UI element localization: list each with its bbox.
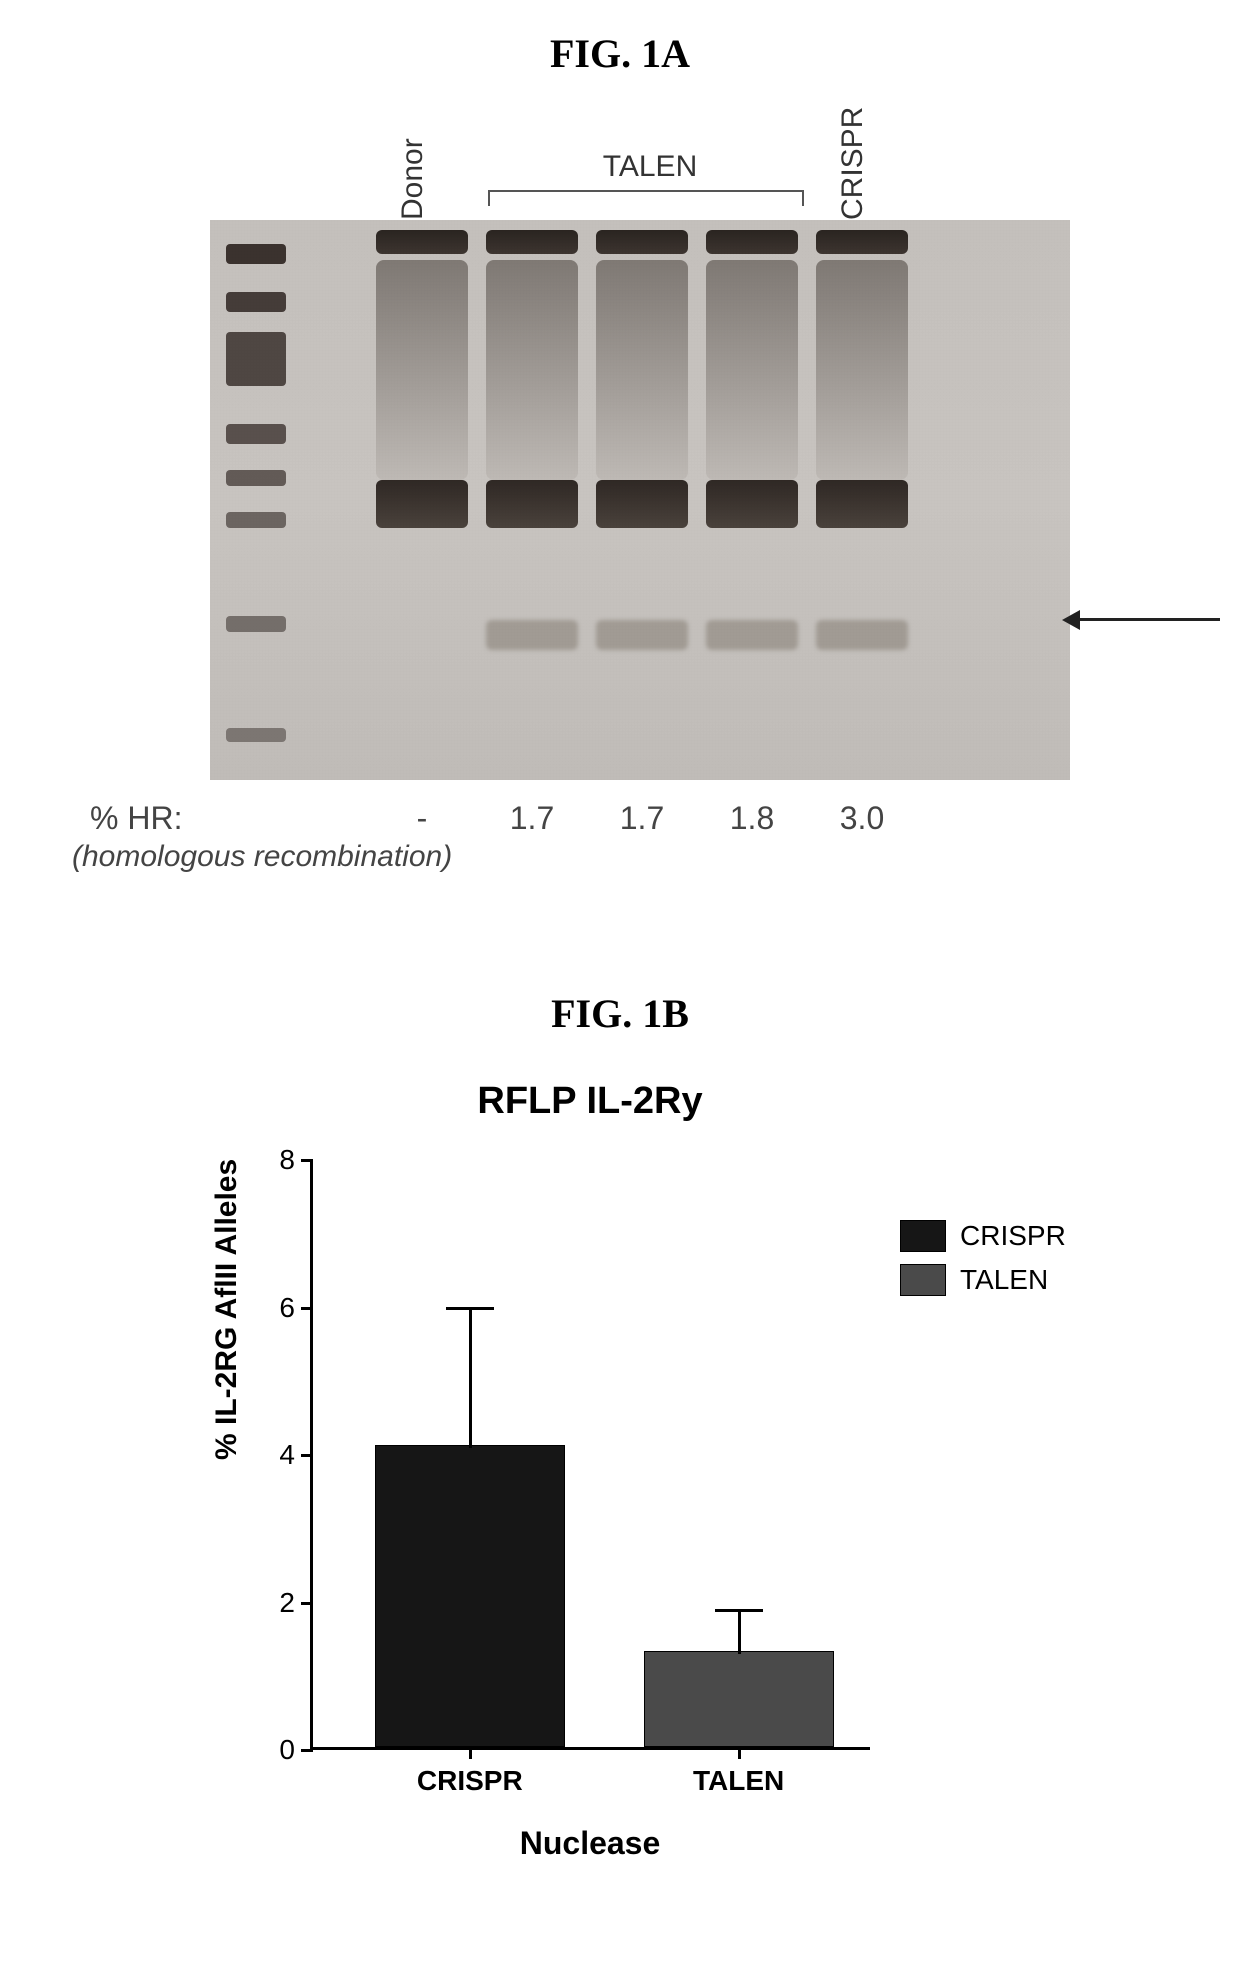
talen-bracket bbox=[488, 190, 804, 206]
gel-faint-band bbox=[816, 620, 908, 650]
figure-1b: RFLP IL-2Ry % IL-2RG AflII Alleles 02468… bbox=[160, 1060, 1080, 1920]
gel-ladder bbox=[226, 220, 286, 780]
y-axis-label: % IL-2RG AflII Alleles bbox=[210, 1159, 244, 1460]
hr-label: % HR: bbox=[90, 800, 182, 837]
legend-item: CRISPR bbox=[900, 1220, 1066, 1252]
lane-label-talen: TALEN bbox=[490, 150, 810, 184]
y-tick-label: 6 bbox=[265, 1292, 295, 1324]
gel-faint-band bbox=[706, 620, 798, 650]
gel-main-band bbox=[376, 480, 468, 528]
legend-label: TALEN bbox=[960, 1264, 1048, 1296]
bar bbox=[644, 1651, 834, 1747]
gel-well bbox=[816, 230, 908, 254]
y-tick-label: 4 bbox=[265, 1439, 295, 1471]
gel-main-band bbox=[596, 480, 688, 528]
hr-sublabel: (homologous recombination) bbox=[72, 840, 452, 874]
bar-chart: 02468CRISPRTALEN bbox=[310, 1160, 870, 1750]
hr-value: - bbox=[382, 800, 462, 837]
y-tick-label: 8 bbox=[265, 1144, 295, 1176]
figure-1a-title: FIG. 1A bbox=[0, 30, 1240, 77]
figure-1b-title: FIG. 1B bbox=[0, 990, 1240, 1037]
arrow-icon bbox=[1080, 618, 1220, 621]
legend-label: CRISPR bbox=[960, 1220, 1066, 1252]
gel-faint-band bbox=[596, 620, 688, 650]
hr-value: 3.0 bbox=[822, 800, 902, 837]
gel-well bbox=[706, 230, 798, 254]
x-tick-label: CRISPR bbox=[417, 1765, 523, 1797]
gel-main-band bbox=[816, 480, 908, 528]
hr-value: 1.7 bbox=[602, 800, 682, 837]
gel-main-band bbox=[486, 480, 578, 528]
figure-1a: Donor TALEN CRISPR % HR: (homologous rec… bbox=[150, 80, 1090, 960]
bar bbox=[375, 1445, 565, 1747]
lane-labels-group: Donor TALEN CRISPR bbox=[370, 80, 1010, 220]
gel-well bbox=[596, 230, 688, 254]
lane-label-crispr: CRISPR bbox=[836, 107, 870, 220]
gel-faint-band bbox=[486, 620, 578, 650]
hr-value: 1.7 bbox=[492, 800, 572, 837]
legend: CRISPR TALEN bbox=[900, 1220, 1066, 1308]
y-tick-label: 0 bbox=[265, 1734, 295, 1766]
legend-item: TALEN bbox=[900, 1264, 1066, 1296]
gel-main-band bbox=[706, 480, 798, 528]
hr-value: 1.8 bbox=[712, 800, 792, 837]
gel-well bbox=[486, 230, 578, 254]
x-axis-label: Nuclease bbox=[310, 1825, 870, 1862]
y-tick-label: 2 bbox=[265, 1587, 295, 1619]
chart-title: RFLP IL-2Ry bbox=[240, 1080, 940, 1123]
gel-well bbox=[376, 230, 468, 254]
lane-label-donor: Donor bbox=[396, 138, 430, 220]
x-tick-label: TALEN bbox=[693, 1765, 784, 1797]
legend-swatch bbox=[900, 1220, 946, 1252]
gel-image bbox=[210, 220, 1070, 780]
legend-swatch bbox=[900, 1264, 946, 1296]
